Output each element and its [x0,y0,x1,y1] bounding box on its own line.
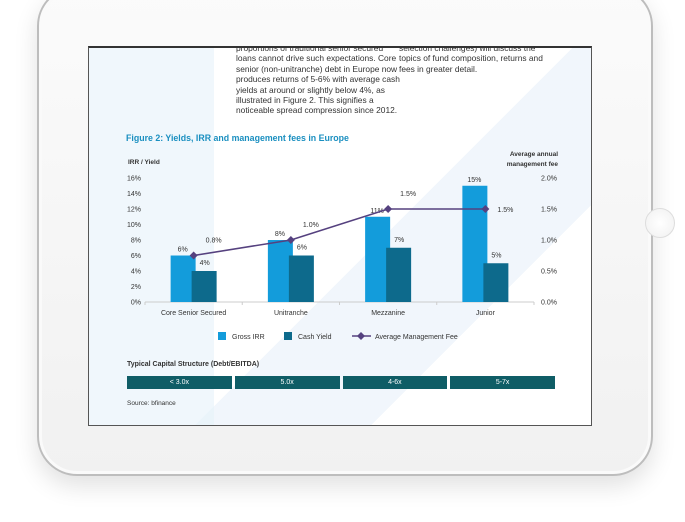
bar-cash-yield [386,247,412,302]
figure-title: Figure 2: Yields, IRR and management fee… [126,133,349,143]
paragraph-left: proportions of traditional senior secure… [236,46,400,116]
paragraph-right: selection challenges) will discuss the t… [399,46,543,74]
chart: IRR / Yield Average annual management fee 0… [127,151,559,341]
y2-tick-label: 2.0% [541,176,557,183]
data-label-gross-irr: 8% [275,231,285,238]
x-tick-label: Core Senior Secured [161,310,226,317]
y-tick-label: 8% [131,238,141,245]
bar-cash-yield [191,271,217,302]
y-tick-label: 10% [127,222,141,229]
bar-gross-irr [365,216,391,302]
data-label-cash-yield: 7% [394,237,404,244]
y2-tick-label: 1.5% [541,207,557,214]
x-tick-label: Mezzanine [371,310,405,317]
capital-structure-title: Typical Capital Structure (Debt/EBITDA) [127,361,260,368]
fee-marker [189,251,198,260]
y-tick-label: 2% [131,284,141,291]
fee-line [193,208,486,257]
y-tick-label: 0% [131,300,141,307]
data-label-fee: 1.0% [303,222,319,229]
data-label-fee: 1.5% [400,191,416,198]
y-axis-label: IRR / Yield [128,159,160,166]
y2-axis-label: Average annual [510,151,558,158]
data-label-cash-yield: 5% [491,252,501,259]
bar-cash-yield [483,263,509,302]
bar-cash-yield [288,255,314,302]
capital-structure-row: < 3.0x 5.0x 4-6x 5-7x [127,376,555,389]
capital-structure-cell: 5.0x [234,376,340,389]
x-tick-label: Junior [476,310,496,317]
background-decoration [89,48,591,425]
bar-gross-irr [170,255,196,302]
data-label-gross-irr: 15% [467,177,481,184]
y-tick-label: 4% [131,269,141,276]
screen: proportions of traditional senior secure… [88,46,592,426]
y2-tick-label: 0.0% [541,300,557,307]
data-label-fee: 0.8% [206,238,222,245]
bar-gross-irr [462,185,488,302]
legend-label-cash-yield: Cash Yield [298,334,332,341]
fee-marker [481,205,490,213]
capital-structure-cell: 5-7x [450,376,555,389]
source-note: Source: bfinance [127,400,176,407]
y-tick-label: 6% [131,253,141,260]
data-label-gross-irr: 11% [370,208,384,215]
capital-structure-cell: 4-6x [342,376,448,389]
legend-swatch-gross-irr [218,332,226,340]
legend-label-gross-irr: Gross IRR [232,334,265,341]
y2-tick-label: 1.0% [541,238,557,245]
y-tick-label: 14% [127,191,141,198]
data-label-cash-yield: 6% [297,245,307,252]
bar-gross-irr [267,240,293,302]
data-label-fee: 1.5% [497,207,513,214]
legend-label-fee: Average Management Fee [375,334,458,341]
y-tick-label: 16% [127,176,141,183]
home-button[interactable] [645,208,675,238]
fee-marker [384,205,393,213]
data-label-gross-irr: 6% [178,247,188,254]
legend-marker-fee [357,332,365,340]
capital-structure-cell: < 3.0x [127,376,232,389]
x-tick-label: Unitranche [274,310,308,317]
y-tick-label: 12% [127,207,141,214]
y2-tick-label: 0.5% [541,269,557,276]
data-label-cash-yield: 4% [200,260,210,267]
legend-swatch-cash-yield [284,332,292,340]
fee-marker [286,236,295,244]
y2-axis-label: management fee [507,161,559,168]
